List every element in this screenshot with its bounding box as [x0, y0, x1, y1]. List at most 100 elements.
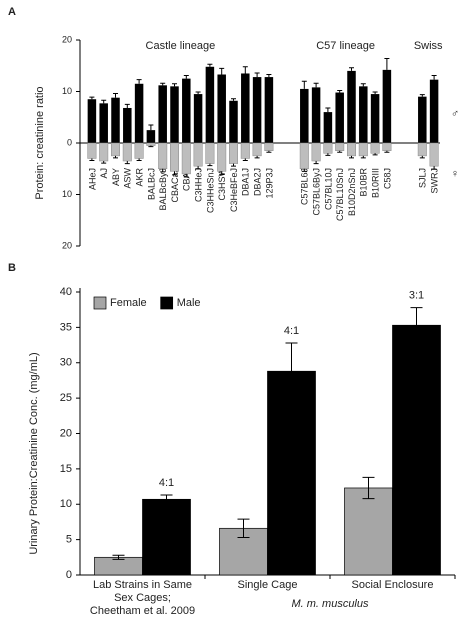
x-tick-label: BALBcJ — [146, 168, 156, 200]
error-bar — [301, 168, 307, 172]
error-bar — [337, 89, 343, 93]
x-tick-label: C3HHeSnJ — [205, 168, 215, 213]
error-bar — [160, 168, 166, 173]
bar — [252, 77, 262, 143]
legend-label: Male — [177, 297, 201, 309]
y-tick-label: 35 — [60, 321, 72, 333]
x-tick-label: DBA1J — [241, 168, 251, 196]
error-bar — [231, 98, 236, 101]
x-tick-label: Single Cage — [238, 579, 298, 591]
x-tick-label: Lab Strains in Same Sex Cages; Cheetham et… — [90, 579, 195, 617]
x-tick-label: C3HSW — [217, 168, 227, 201]
error-bar — [148, 145, 154, 148]
bar — [158, 85, 167, 143]
bar — [335, 92, 344, 143]
error-bar — [136, 158, 142, 162]
y-tick-label: 20 — [62, 34, 72, 44]
bar — [158, 142, 168, 169]
error-bar — [219, 171, 225, 175]
x-tick-label: ABY — [111, 168, 121, 186]
bar — [193, 142, 203, 167]
error-bar — [101, 161, 107, 164]
x-tick-label-line: Single Cage — [238, 579, 298, 591]
error-bar — [183, 75, 189, 79]
bar — [264, 142, 274, 151]
bar — [323, 142, 333, 154]
error-bar — [360, 83, 366, 87]
bar — [418, 96, 427, 143]
bar — [111, 97, 120, 143]
y-tick-label: 25 — [60, 392, 72, 404]
error-bar — [266, 74, 272, 78]
error-bar — [183, 173, 189, 178]
bar — [146, 130, 156, 143]
x-tick-label: C57BL6ByJ — [311, 168, 321, 216]
error-bar — [124, 161, 130, 165]
bar — [170, 142, 179, 172]
x-tick-label: Social Enclosure — [352, 579, 434, 591]
bar — [241, 73, 250, 143]
bar — [99, 103, 108, 143]
x-tick-label: B10D2nSnJ — [347, 168, 357, 216]
error-bar — [266, 150, 272, 153]
y-tick-label: 40 — [60, 286, 72, 298]
bar — [311, 142, 321, 162]
group-label: Castle lineage — [146, 40, 216, 52]
bar — [217, 74, 226, 143]
x-tick-label: AKR — [134, 168, 144, 187]
x-tick-label: SWRJ — [429, 168, 439, 194]
bar — [123, 107, 132, 143]
x-tick-label: DBA2J — [252, 168, 262, 196]
x-tick-label: AHeJ — [87, 168, 97, 190]
bar — [335, 142, 345, 151]
error-bar — [372, 91, 378, 95]
error-bar — [195, 91, 201, 95]
x-tick-label: SJLJ — [418, 168, 428, 188]
bar — [300, 88, 309, 143]
x-tick-label: CBAJ — [182, 168, 192, 191]
error-bar — [195, 166, 201, 170]
error-bar — [136, 79, 142, 84]
x-tick-label-line: Social Enclosure — [352, 579, 434, 591]
bar — [323, 112, 333, 143]
error-bar — [325, 153, 331, 156]
panel-label: A — [8, 6, 16, 18]
female-symbol: ♀ — [451, 168, 459, 180]
error-bar — [285, 342, 298, 401]
error-bar — [207, 63, 213, 67]
legend-swatch — [160, 296, 174, 310]
x-tick-label: C57BL10SnJ — [335, 168, 345, 221]
x-tick-label: C58J — [382, 168, 392, 189]
x-tick-label: ASW — [123, 168, 133, 189]
x-tick-label: C3HHeJ — [193, 168, 203, 202]
y-tick-label: 10 — [62, 86, 72, 96]
bar — [205, 66, 215, 143]
y-tick-label: 5 — [66, 534, 72, 546]
bar — [182, 78, 191, 143]
bar — [87, 142, 97, 159]
y-axis-label: Protein: creatinine ratio — [34, 86, 46, 199]
ratio-annotation: 4:1 — [159, 477, 174, 489]
legend-label: Female — [110, 297, 147, 309]
x-tick-label-line: Cheetham et al. 2009 — [90, 605, 195, 617]
error-bar — [242, 66, 248, 74]
bar — [382, 142, 392, 151]
error-bar — [301, 80, 307, 89]
error-bar — [254, 72, 260, 78]
error-bar — [349, 155, 354, 159]
x-tick-label: C57BL6J — [300, 168, 310, 205]
bar — [240, 142, 250, 159]
bar — [344, 487, 393, 576]
error-bar — [431, 75, 437, 80]
error-bar — [172, 171, 177, 176]
bar — [359, 86, 368, 143]
error-bar — [160, 494, 173, 505]
error-bar — [419, 94, 425, 97]
bar — [111, 142, 120, 157]
error-bar — [384, 58, 390, 70]
bar — [358, 142, 368, 157]
y-axis-label: Urinary Protein:Creatinine Conc. (mg/mL) — [28, 352, 40, 554]
error-bar — [372, 153, 378, 156]
error-bar — [410, 307, 423, 344]
